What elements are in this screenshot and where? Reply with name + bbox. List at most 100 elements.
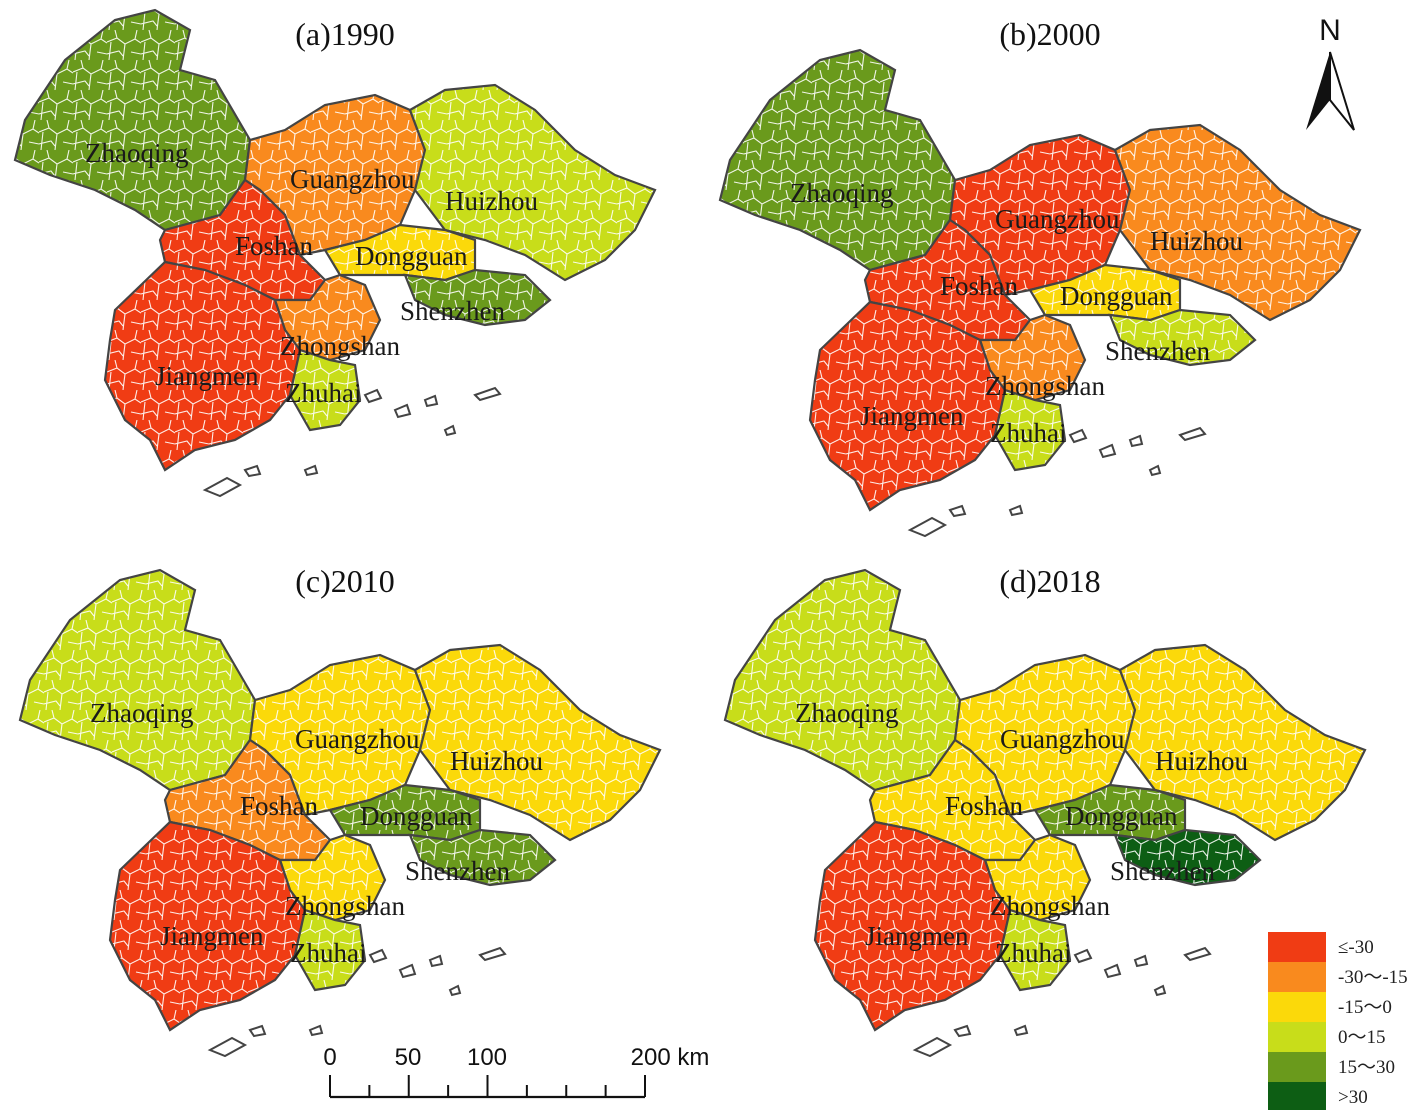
map-panel-2: Zhaoqing Guangzhou Huizhou Foshan Dongguan Sh… (718, 48, 1362, 538)
city-label-huizhou: Huizhou (1155, 746, 1248, 776)
city-label-shenzhen: Shenzhen (1110, 856, 1215, 886)
island-outline (363, 388, 383, 404)
city-label-huizhou: Huizhou (1150, 226, 1243, 256)
island-outline (423, 394, 439, 408)
city-label-shenzhen: Shenzhen (400, 296, 505, 326)
island-outline (478, 946, 507, 962)
city-label-zhuhai: Zhuhai (290, 938, 366, 968)
city-label-zhuhai: Zhuhai (285, 378, 361, 408)
city-label-zhaoqing: Zhaoqing (90, 698, 193, 728)
town-boundaries-zhaoqing (15, 10, 250, 230)
island-outline (948, 504, 967, 518)
island-outline (1103, 963, 1122, 979)
island-outline (1073, 948, 1093, 964)
city-label-foshan: Foshan (240, 791, 319, 821)
panel-title: (c)2010 (295, 563, 395, 599)
map-panel-3: Zhaoqing Guangzhou Huizhou Foshan Dongguan Sh… (18, 568, 662, 1058)
island-outline (428, 954, 444, 968)
island-outline (1013, 1024, 1029, 1037)
city-label-guangzhou: Guangzhou (1000, 724, 1125, 754)
island-outline (243, 464, 262, 478)
town-boundaries-zhaoqing (20, 570, 255, 790)
scale-tick-100: 100 (467, 1044, 507, 1071)
legend-swatch (1268, 1082, 1326, 1110)
island-outline (248, 1024, 267, 1038)
island-outline (443, 424, 457, 437)
north-arrow-left-half (1306, 52, 1330, 130)
city-label-jiangmen: Jiangmen (860, 401, 964, 431)
island-outline (1178, 426, 1207, 442)
map-panel-1: Zhaoqing Guangzhou Huizhou Foshan Dongguan Sh… (13, 8, 657, 498)
town-boundaries-zhaoqing (720, 50, 955, 270)
city-label-zhongshan: Zhongshan (280, 331, 400, 361)
island-outline (912, 1036, 953, 1058)
city-label-shenzhen: Shenzhen (405, 856, 510, 886)
panel-title: (d)2018 (999, 563, 1100, 599)
island-outline (473, 386, 502, 402)
city-label-dongguan: Dongguan (360, 801, 473, 831)
island-outline (1148, 464, 1162, 477)
island-outline (308, 1024, 324, 1037)
city-label-zhaoqing: Zhaoqing (85, 138, 188, 168)
choropleth-map: Zhaoqing Guangzhou Huizhou Foshan Dongguan Sh… (13, 8, 657, 498)
legend-label: 15～30 (1338, 1057, 1395, 1078)
legend-swatch (1268, 962, 1326, 992)
island-outline (303, 464, 319, 477)
city-label-jiangmen: Jiangmen (865, 921, 969, 951)
town-boundaries-zhaoqing (725, 570, 960, 790)
island-outline (1098, 443, 1117, 459)
city-label-jiangmen: Jiangmen (160, 921, 264, 951)
legend-label: >30 (1338, 1087, 1368, 1108)
island-outline (207, 1036, 248, 1058)
choropleth-map: Zhaoqing Guangzhou Huizhou Foshan Dongguan Sh… (718, 48, 1362, 538)
island-outline (393, 403, 412, 419)
legend-label: -30～-15 (1338, 967, 1408, 988)
scale-bar: 0 50 100 200 km (323, 1044, 710, 1099)
panel-title: (a)1990 (295, 16, 395, 52)
city-label-zhaoqing: Zhaoqing (795, 698, 898, 728)
city-label-dongguan: Dongguan (355, 241, 468, 271)
north-label: N (1319, 14, 1341, 47)
legend-swatch (1268, 1022, 1326, 1052)
scale-tick-50: 50 (395, 1044, 422, 1071)
island-outline (1153, 984, 1167, 997)
island-outline (1133, 954, 1149, 968)
legend-label: 0～15 (1338, 1027, 1386, 1048)
choropleth-map: Zhaoqing Guangzhou Huizhou Foshan Dongguan Sh… (723, 568, 1367, 1058)
city-label-guangzhou: Guangzhou (290, 164, 415, 194)
city-label-foshan: Foshan (235, 231, 314, 261)
panel-title: (b)2000 (999, 16, 1100, 52)
legend-swatch (1268, 932, 1326, 962)
city-label-shenzhen: Shenzhen (1105, 336, 1210, 366)
scale-tick-200-km: 200 km (631, 1044, 710, 1071)
city-label-jiangmen: Jiangmen (155, 361, 259, 391)
legend: ≤-30 -30～-15 -15～0 0～15 15～30 >30 (1268, 932, 1408, 1110)
legend-swatch (1268, 992, 1326, 1022)
choropleth-map: Zhaoqing Guangzhou Huizhou Foshan Dongguan Sh… (18, 568, 662, 1058)
city-label-guangzhou: Guangzhou (295, 724, 420, 754)
island-outline (202, 476, 243, 498)
legend-label: -15～0 (1338, 997, 1392, 1018)
island-outline (1183, 946, 1212, 962)
north-arrow-icon: N (1306, 14, 1355, 131)
city-label-zhaoqing: Zhaoqing (790, 178, 893, 208)
scale-bar-minor-ticks (329, 1075, 646, 1097)
island-outline (368, 948, 388, 964)
city-label-zhongshan: Zhongshan (990, 891, 1110, 921)
map-panels: Zhaoqing Guangzhou Huizhou Foshan Dongguan Sh… (13, 8, 1367, 1058)
island-outline (448, 984, 462, 997)
island-outline (907, 516, 948, 538)
map-panel-4: Zhaoqing Guangzhou Huizhou Foshan Dongguan Sh… (723, 568, 1367, 1058)
legend-label: ≤-30 (1338, 937, 1374, 958)
city-label-zhongshan: Zhongshan (285, 891, 405, 921)
city-label-foshan: Foshan (945, 791, 1024, 821)
city-label-zhuhai: Zhuhai (995, 938, 1071, 968)
scale-tick-0: 0 (323, 1044, 336, 1071)
legend-swatch (1268, 1052, 1326, 1082)
city-label-dongguan: Dongguan (1060, 281, 1173, 311)
city-label-huizhou: Huizhou (445, 186, 538, 216)
island-outline (1008, 504, 1024, 517)
island-outline (1128, 434, 1144, 448)
city-label-huizhou: Huizhou (450, 746, 543, 776)
